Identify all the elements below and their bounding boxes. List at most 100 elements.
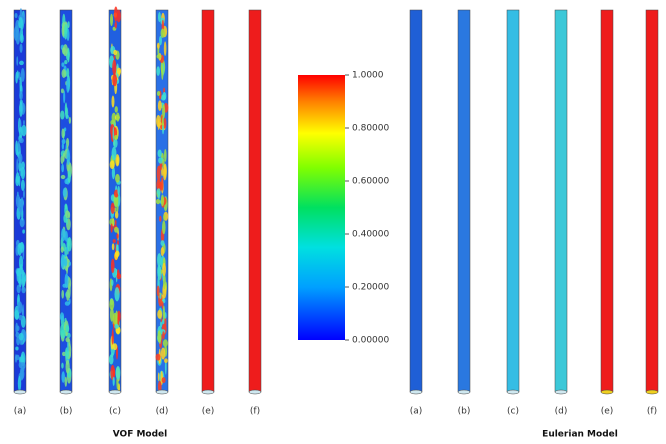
- flow-streak: [18, 160, 22, 172]
- tube: [201, 9, 215, 393]
- flow-streak: [162, 331, 165, 340]
- flow-streak: [109, 298, 115, 311]
- flow-streak: [114, 21, 117, 29]
- flow-streak: [21, 286, 26, 294]
- flow-streak: [66, 289, 70, 301]
- colorbar-tick-label: 0.80000: [352, 124, 389, 134]
- flow-streak: [111, 146, 117, 161]
- flow-streak: [113, 138, 118, 148]
- flow-streak: [164, 358, 168, 364]
- flow-streak: [62, 152, 65, 162]
- flow-streak: [19, 241, 25, 253]
- flow-streak: [64, 376, 68, 387]
- flow-streak: [64, 60, 68, 65]
- flow-streak: [64, 102, 68, 116]
- flow-streak: [18, 126, 23, 139]
- flow-streak: [61, 69, 67, 78]
- flow-streak: [17, 301, 23, 314]
- flow-streak: [64, 23, 68, 40]
- tube-base: [457, 389, 471, 395]
- flow-streak: [67, 341, 69, 352]
- flow-streak: [18, 332, 24, 341]
- flow-streak: [161, 377, 166, 384]
- flow-streak: [68, 116, 72, 124]
- flow-streak: [15, 172, 20, 184]
- flow-streak: [64, 301, 70, 306]
- flow-streak: [62, 187, 67, 198]
- flow-streak: [112, 59, 117, 76]
- flow-streak: [158, 164, 162, 171]
- flow-streak: [159, 35, 162, 46]
- flow-streak: [163, 163, 167, 178]
- flow-streak: [18, 255, 24, 271]
- flow-streak: [62, 283, 68, 288]
- flow-streak: [61, 138, 66, 145]
- flow-streak: [112, 74, 118, 87]
- flow-streak: [156, 54, 162, 59]
- tube-base: [506, 389, 520, 395]
- flow-streak: [162, 91, 167, 101]
- flow-streak: [157, 330, 162, 343]
- flow-streak: [19, 33, 24, 44]
- flow-streak: [61, 228, 66, 242]
- flow-streak: [111, 279, 114, 286]
- tube-label: (e): [202, 407, 215, 417]
- colorbar-tick-label: 1.0000: [352, 71, 384, 81]
- flow-streak: [15, 346, 19, 351]
- flow-streak: [21, 272, 27, 285]
- tube-label: (a): [410, 407, 423, 417]
- flow-streak: [20, 166, 26, 180]
- flow-streak: [19, 76, 22, 92]
- colorbar-tick-label: 0.00000: [352, 336, 389, 346]
- flow-streak: [113, 6, 118, 22]
- flow-streak: [156, 66, 161, 76]
- tube-base: [108, 389, 122, 395]
- flow-streak: [117, 185, 120, 196]
- flow-streak: [114, 287, 120, 302]
- tube-label: (a): [14, 407, 27, 417]
- flow-streak: [60, 246, 64, 253]
- flow-streak: [19, 137, 24, 144]
- flow-streak: [66, 77, 70, 93]
- flow-streak: [112, 343, 118, 351]
- flow-streak: [159, 293, 162, 299]
- tube-base: [13, 389, 27, 395]
- flow-streak: [65, 324, 70, 333]
- flow-streak: [19, 43, 23, 53]
- flow-streak: [163, 214, 166, 221]
- flow-streak: [109, 160, 115, 169]
- flow-streak: [68, 211, 71, 219]
- flow-streak: [156, 178, 161, 191]
- flow-streak: [159, 215, 162, 222]
- tube-base: [201, 389, 215, 395]
- tube: [457, 9, 471, 393]
- flow-streak: [111, 329, 114, 345]
- flow-streak: [110, 119, 115, 126]
- flow-streak: [116, 269, 120, 278]
- flow-streak: [19, 91, 23, 101]
- flow-streak: [60, 329, 66, 339]
- tube: [409, 9, 423, 393]
- flow-streak: [158, 12, 161, 23]
- flow-streak: [23, 189, 25, 199]
- flow-streak: [115, 112, 120, 122]
- flow-streak: [66, 216, 68, 226]
- colorbar-tick-label: 0.20000: [352, 283, 389, 293]
- colorbar-tick-label: 0.60000: [352, 177, 389, 187]
- flow-streak: [19, 217, 25, 228]
- tube-base: [645, 389, 659, 395]
- flow-streak: [157, 149, 162, 158]
- flow-streak: [163, 117, 167, 129]
- flow-streak: [157, 265, 162, 277]
- flow-streak: [114, 211, 119, 219]
- flow-streak: [111, 243, 115, 251]
- flow-streak: [110, 353, 114, 358]
- flow-streak: [112, 238, 116, 244]
- flow-streak: [161, 64, 164, 80]
- flow-streak: [67, 47, 70, 63]
- flow-streak: [16, 268, 21, 277]
- flow-streak: [159, 321, 163, 328]
- flow-streak: [23, 120, 25, 126]
- flow-streak: [109, 307, 114, 322]
